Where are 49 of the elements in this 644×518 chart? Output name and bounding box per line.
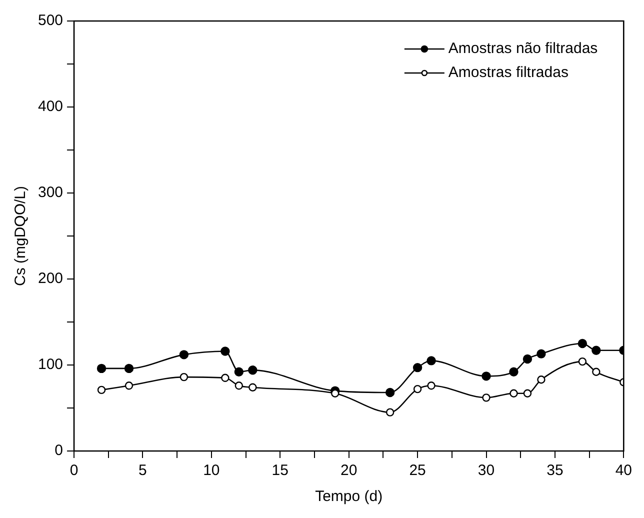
point (386, 408, 394, 416)
legend-label: Amostras filtradas (448, 64, 568, 82)
point (248, 366, 258, 375)
point (179, 350, 189, 360)
point (234, 367, 244, 376)
point (592, 346, 601, 355)
point (592, 368, 600, 376)
legend-label: Amostras não filtradas (448, 40, 598, 58)
y-tick-label: 400 (38, 98, 64, 116)
point (180, 372, 188, 382)
point (412, 362, 422, 372)
y-tick-label: 500 (38, 12, 64, 30)
x-tick-label: 10 (203, 462, 220, 480)
y-tick-label: 100 (38, 356, 64, 374)
point (578, 338, 588, 348)
point (413, 384, 422, 394)
x-tick-label: 20 (340, 462, 358, 480)
point (482, 372, 491, 381)
point (510, 389, 518, 398)
y-tick-label: 300 (38, 184, 64, 202)
point (523, 389, 532, 398)
x-tick-label: 5 (138, 462, 147, 480)
point (427, 382, 436, 390)
y-tick-label: 200 (38, 270, 64, 288)
x-tick-label: 40 (615, 462, 632, 480)
point (482, 394, 490, 402)
point (509, 367, 518, 376)
point (385, 388, 395, 398)
x-tick-label: 0 (70, 462, 78, 480)
point (426, 356, 436, 366)
point (124, 382, 134, 390)
x-tick-label: 30 (478, 462, 495, 480)
x-tick-label: 15 (272, 462, 288, 480)
point (97, 386, 106, 394)
point (578, 357, 587, 366)
point (536, 349, 546, 358)
point (96, 364, 106, 374)
point (522, 354, 532, 364)
point (234, 382, 244, 390)
x-tick-label: 35 (546, 462, 564, 480)
point (537, 376, 546, 384)
point (221, 374, 230, 382)
point (124, 364, 134, 374)
y-tick-label: 0 (54, 442, 64, 460)
x-axis-title: Tempo (d) (315, 488, 383, 506)
point (248, 383, 257, 392)
x-tick-label: 25 (409, 462, 426, 480)
point (220, 346, 230, 356)
y-axis-title: Cs (mgDQO/L) (12, 186, 30, 286)
